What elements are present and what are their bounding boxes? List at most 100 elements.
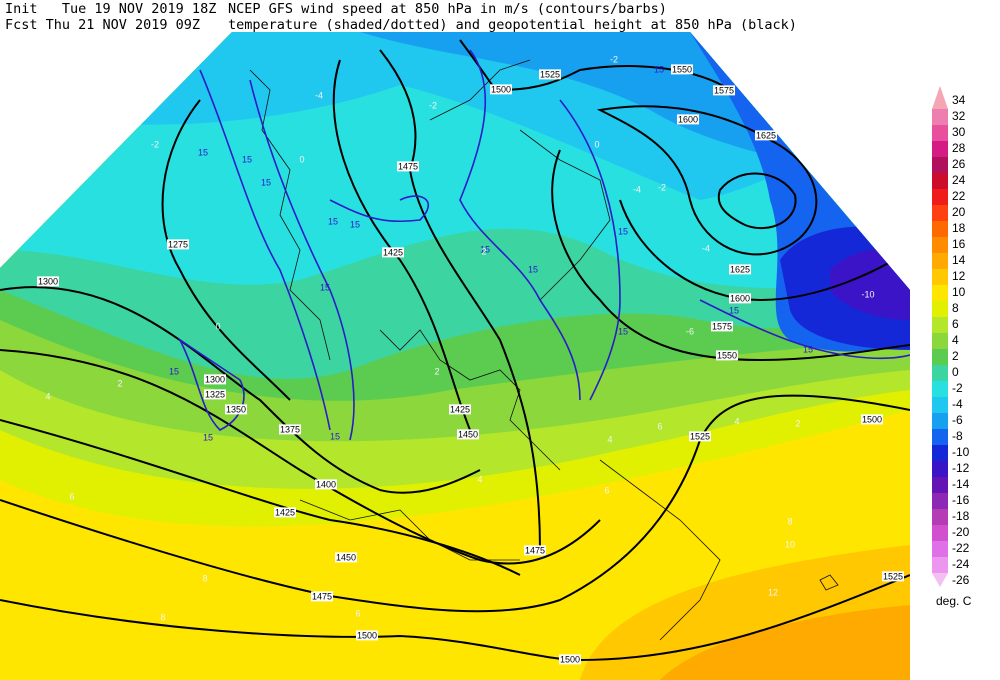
- height-contour: [596, 105, 818, 256]
- temperature-label: 4: [607, 434, 612, 444]
- label-background: [203, 389, 227, 400]
- label-background: [728, 293, 752, 304]
- colorbar-box: [932, 429, 948, 445]
- label-background: [489, 84, 513, 95]
- temperature-label: 0: [299, 154, 304, 164]
- colorbar-label: 4: [952, 333, 959, 347]
- temperature-label: 12: [768, 587, 778, 597]
- temperature-label: 8: [787, 516, 792, 526]
- wind-label: 15: [261, 177, 271, 187]
- wind-label: 15: [528, 264, 538, 274]
- wind-label: 15: [328, 216, 338, 226]
- colorbar-label: 30: [952, 125, 966, 139]
- temperature-label: 0: [215, 321, 220, 331]
- colorbar-label: -4: [952, 397, 963, 411]
- temperature-label: 6: [604, 485, 609, 495]
- height-label: 1475: [312, 591, 332, 601]
- temperature-label: 6: [355, 608, 360, 618]
- colorbar-label: 6: [952, 317, 959, 331]
- wind-label: 15: [618, 226, 628, 236]
- colorbar-box: [932, 509, 948, 525]
- label-background: [224, 404, 248, 415]
- colorbar-box: [932, 349, 948, 365]
- height-contour: [332, 59, 471, 431]
- temperature-label: 2: [434, 366, 439, 376]
- label-background: [712, 85, 736, 96]
- temperature-label: 4: [477, 474, 482, 484]
- label-background: [688, 431, 712, 442]
- colorbar-cap: [932, 86, 948, 109]
- colorbar-box: [932, 365, 948, 381]
- label-background: [381, 247, 405, 258]
- temperature-label: -4: [315, 90, 323, 100]
- colorbar-unit: deg. C: [936, 594, 972, 608]
- wind-label: 15: [729, 305, 739, 315]
- colorbar-label: 10: [952, 285, 966, 299]
- height-label: 1525: [883, 571, 903, 581]
- colorbar-label: -26: [952, 573, 970, 587]
- label-background: [314, 479, 338, 490]
- colorbar-label: -18: [952, 509, 970, 523]
- temperature-label: -4: [702, 243, 710, 253]
- height-contour: [619, 199, 910, 302]
- label-background: [273, 507, 297, 518]
- wind-label: 15: [198, 147, 208, 157]
- height-label: 1500: [862, 414, 882, 424]
- wind-label: 15: [654, 64, 664, 74]
- temperature-label: 2: [481, 246, 486, 256]
- label-background: [754, 130, 778, 141]
- colorbar-box: [932, 189, 948, 205]
- height-label: 1525: [690, 431, 710, 441]
- colorbar-label: 8: [952, 301, 959, 315]
- colorbar-box: [932, 301, 948, 317]
- colorbar-label: -20: [952, 525, 970, 539]
- colorbar-label: -12: [952, 461, 970, 475]
- colorbar-box: [932, 541, 948, 557]
- colorbar-label: 16: [952, 237, 966, 251]
- fcst-label: Fcst Thu 21 NOV 2019 09Z: [5, 17, 200, 33]
- label-background: [448, 404, 472, 415]
- wind-label: 15: [350, 219, 360, 229]
- colorbar-box: [932, 445, 948, 461]
- colorbar-label: 24: [952, 173, 966, 187]
- wind-label: 15: [242, 154, 252, 164]
- label-background: [676, 114, 700, 125]
- colorbar-box: [932, 221, 948, 237]
- colorbar-box: [932, 525, 948, 541]
- colorbar-box: [932, 333, 948, 349]
- colorbar-label: -10: [952, 445, 970, 459]
- wind-label: 15: [618, 326, 628, 336]
- colorbar-label: 2: [952, 349, 959, 363]
- height-label: 1325: [205, 389, 225, 399]
- height-label: 1300: [205, 374, 225, 384]
- colorbar-box: [932, 381, 948, 397]
- height-label: 1525: [540, 69, 560, 79]
- colorbar-box: [932, 205, 948, 221]
- height-label: 1500: [491, 84, 511, 94]
- temperature-label: 2: [795, 418, 800, 428]
- temperature-label: -2: [658, 182, 666, 192]
- height-label: 1575: [712, 321, 732, 331]
- label-background: [860, 414, 884, 425]
- colorbar-label: -14: [952, 477, 970, 491]
- title-line-1: NCEP GFS wind speed at 850 hPa in m/s (c…: [228, 1, 667, 17]
- label-background: [538, 69, 562, 80]
- colorbar-label: -8: [952, 429, 963, 443]
- wind-label: 15: [803, 344, 813, 354]
- label-background: [523, 545, 547, 556]
- temperature-label: 10: [785, 539, 795, 549]
- colorbar-box: [932, 397, 948, 413]
- label-background: [456, 429, 480, 440]
- height-label: 1300: [38, 276, 58, 286]
- wind-contour: [459, 49, 621, 401]
- height-label: 1375: [280, 424, 300, 434]
- height-label: 1550: [672, 64, 692, 74]
- label-background: [396, 161, 420, 172]
- height-label: 1475: [398, 161, 418, 171]
- height-label: 1600: [678, 114, 698, 124]
- colorbar-label: 0: [952, 365, 959, 379]
- height-label: 1450: [336, 552, 356, 562]
- colorbar-label: 22: [952, 189, 966, 203]
